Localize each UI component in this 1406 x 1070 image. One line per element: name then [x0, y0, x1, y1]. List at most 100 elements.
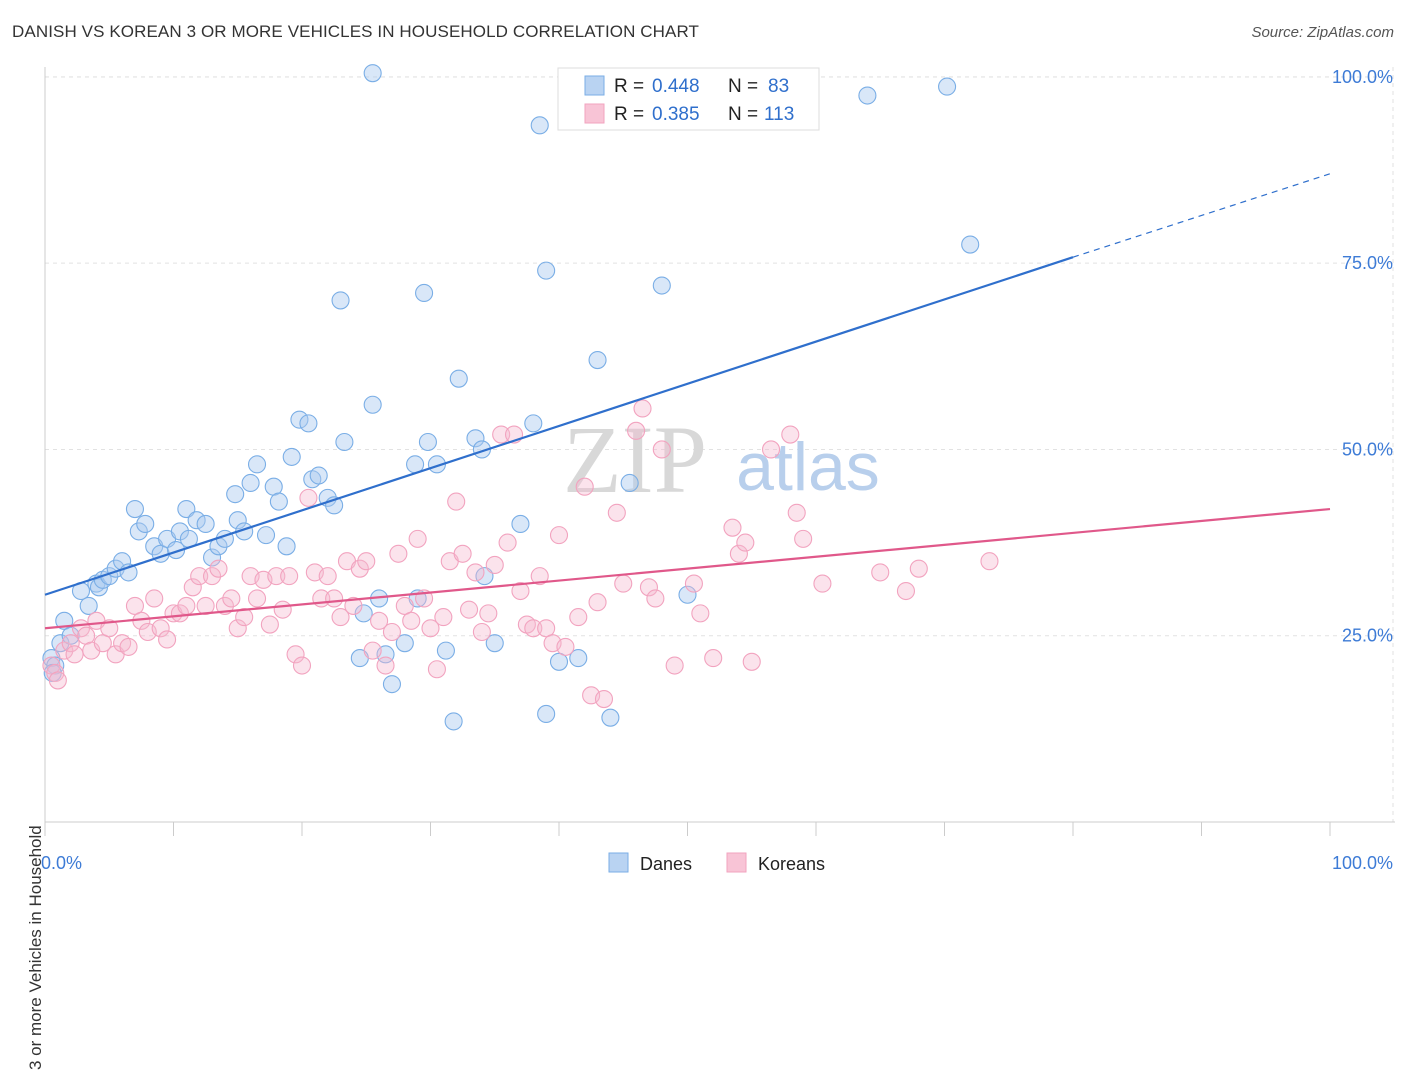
danes-point-25 — [187, 511, 206, 530]
koreans-point-78 — [530, 567, 549, 586]
koreans-point-106 — [794, 529, 813, 548]
y-tick-label-100: 100.0% — [1332, 67, 1393, 87]
danes-point-62 — [449, 369, 468, 388]
koreans-point-97 — [691, 604, 710, 623]
koreans-point-93 — [646, 589, 665, 608]
danes-point-27 — [203, 548, 222, 567]
legend-danes-swatch — [608, 852, 629, 873]
danes-point-17 — [136, 514, 155, 534]
koreans-point-14 — [119, 637, 138, 656]
source-label: Source: ZipAtlas.com — [1251, 24, 1394, 41]
danes-point-44 — [318, 488, 337, 507]
koreans-point-5 — [65, 645, 84, 664]
danes-point-30 — [226, 485, 245, 504]
danes-point-1 — [46, 656, 65, 675]
koreans-point-89 — [614, 574, 633, 593]
koreans-point-24 — [183, 578, 202, 597]
danes-point-53 — [382, 675, 402, 694]
grid-lines — [45, 67, 1395, 822]
koreans-point-94 — [652, 440, 671, 459]
scatter-chart: ZIP atlas 25.0% 50.0% 75.0% 100.0% 0.0% 100.0… — [41, 64, 1395, 874]
koreans-point-45 — [318, 567, 337, 586]
x-tick-label-min: 0.0% — [41, 853, 82, 873]
koreans-point-67 — [459, 600, 479, 619]
koreans-point-72 — [492, 425, 511, 444]
danes-point-82 — [363, 64, 382, 83]
koreans-point-82 — [556, 637, 575, 656]
danes-point-54 — [395, 634, 414, 653]
koreans-point-90 — [627, 421, 646, 440]
koreans-point-15 — [125, 596, 144, 615]
koreans-point-31 — [228, 619, 247, 638]
danes-point-81 — [938, 77, 957, 96]
koreans-point-111 — [980, 552, 999, 571]
stats-legend: R = 0.448 N = 83 R = 0.385 N = 113 — [557, 67, 820, 131]
danes-point-57 — [415, 283, 434, 303]
koreans-point-52 — [363, 641, 382, 660]
danes-point-15 — [125, 500, 144, 519]
legend-koreans-swatch — [726, 852, 747, 873]
danes-point-58 — [418, 432, 437, 452]
danes-point-39 — [282, 447, 301, 466]
danes-point-40 — [290, 410, 309, 429]
danes-r-label: R = — [614, 76, 644, 97]
danes-point-37 — [269, 492, 288, 511]
danes-point-67 — [511, 514, 530, 534]
koreans-point-1 — [46, 663, 65, 683]
koreans-point-62 — [427, 660, 446, 679]
koreans-point-41 — [292, 656, 312, 675]
koreans-point-56 — [389, 544, 408, 563]
danes-point-41 — [299, 414, 318, 433]
koreans-point-50 — [350, 559, 369, 578]
koreans-point-102 — [742, 652, 761, 671]
danes-point-35 — [256, 526, 276, 545]
koreans-point-37 — [267, 567, 286, 586]
danes-trend-extension — [1072, 173, 1331, 258]
watermark: ZIP atlas — [563, 406, 880, 513]
y-tick-label-50: 50.0% — [1342, 439, 1393, 459]
danes-point-47 — [335, 432, 354, 452]
danes-point-76 — [620, 473, 639, 493]
koreans-point-23 — [177, 596, 196, 615]
koreans-point-70 — [479, 604, 498, 623]
koreans-point-61 — [421, 619, 440, 638]
koreans-point-28 — [209, 559, 228, 578]
koreans-point-95 — [665, 656, 684, 675]
koreans-point-104 — [781, 425, 800, 444]
danes-point-63 — [466, 429, 485, 448]
koreans-point-58 — [402, 611, 421, 630]
koreans-r-value: 0.385 — [652, 104, 700, 125]
koreans-point-66 — [453, 544, 472, 563]
koreans-r-label: R = — [614, 104, 644, 125]
danes-swatch — [584, 75, 605, 96]
danes-point-22 — [170, 522, 189, 541]
koreans-point-2 — [48, 671, 67, 690]
koreans-point-101 — [736, 533, 755, 552]
koreans-point-42 — [299, 488, 318, 507]
koreans-point-53 — [370, 611, 389, 630]
koreans-point-10 — [93, 634, 112, 653]
koreans-point-19 — [151, 619, 170, 638]
koreans-point-81 — [549, 526, 569, 545]
koreans-point-3 — [55, 641, 74, 660]
danes-point-80 — [961, 235, 980, 254]
watermark-atlas: atlas — [736, 429, 880, 505]
danes-point-77 — [652, 276, 671, 295]
koreans-point-22 — [170, 604, 189, 623]
koreans-point-108 — [871, 563, 890, 582]
danes-point-79 — [858, 86, 877, 105]
danes-point-74 — [588, 350, 607, 370]
koreans-points — [42, 399, 999, 709]
danes-point-75 — [601, 708, 620, 727]
danes-trend-line — [44, 256, 1074, 596]
koreans-point-109 — [896, 581, 916, 601]
koreans-point-71 — [485, 555, 504, 574]
koreans-point-30 — [222, 589, 241, 608]
y-tick-label-25: 25.0% — [1342, 626, 1393, 646]
koreans-point-39 — [280, 567, 299, 586]
danes-point-34 — [247, 455, 267, 474]
danes-n-value: 83 — [768, 76, 789, 97]
koreans-point-87 — [594, 690, 614, 709]
koreans-point-18 — [145, 589, 164, 608]
koreans-n-value: 113 — [764, 104, 794, 125]
